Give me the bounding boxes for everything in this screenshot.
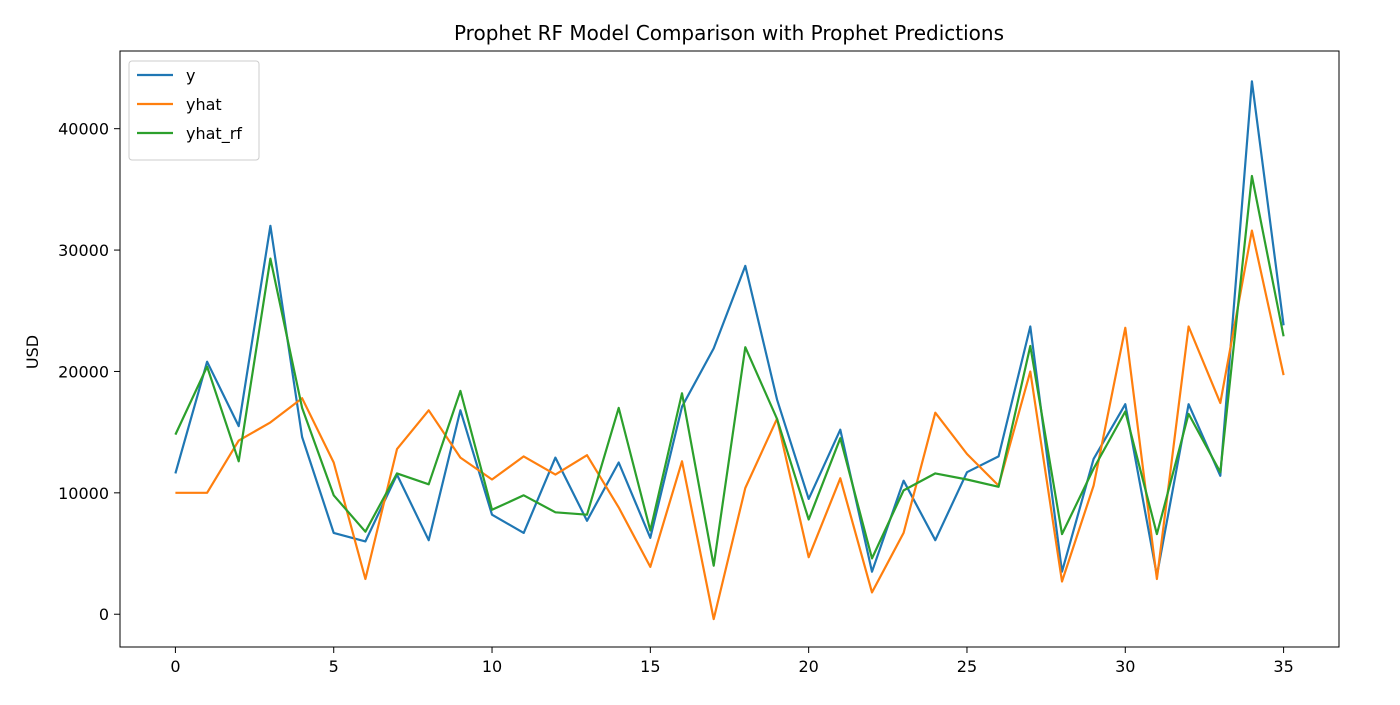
plot-area: 0 5 10 15 20 25 30 35 0 10000 20000 30000 40000 (58, 80, 1294, 676)
x-tick-label: 35 (1273, 657, 1293, 676)
axes-frame (119, 50, 1340, 648)
legend-box (128, 60, 260, 161)
chart-title: Prophet RF Model Comparison with Prophet… (454, 21, 1004, 45)
legend-label: yhat_rf (186, 124, 242, 144)
x-tick-label: 5 (329, 657, 339, 676)
x-tick-label: 10 (482, 657, 502, 676)
y-tick-label: 20000 (58, 362, 109, 381)
legend-label: y (186, 66, 195, 85)
y-axis-label: USD (23, 335, 42, 369)
series-line-y (174, 80, 1285, 577)
y-tick-label: 10000 (58, 484, 109, 503)
series-line-yhat-rf (174, 174, 1285, 567)
x-tick-label: 15 (640, 657, 660, 676)
legend-label: yhat (186, 95, 222, 114)
y-tick-label: 30000 (58, 241, 109, 260)
x-tick-label: 30 (1115, 657, 1135, 676)
legend: y yhat yhat_rf (128, 60, 260, 161)
x-tick-label: 25 (957, 657, 977, 676)
y-tick-label: 0 (99, 605, 109, 624)
x-tick-label: 20 (798, 657, 818, 676)
y-tick-label: 40000 (58, 120, 109, 139)
x-tick-label: 0 (170, 657, 180, 676)
